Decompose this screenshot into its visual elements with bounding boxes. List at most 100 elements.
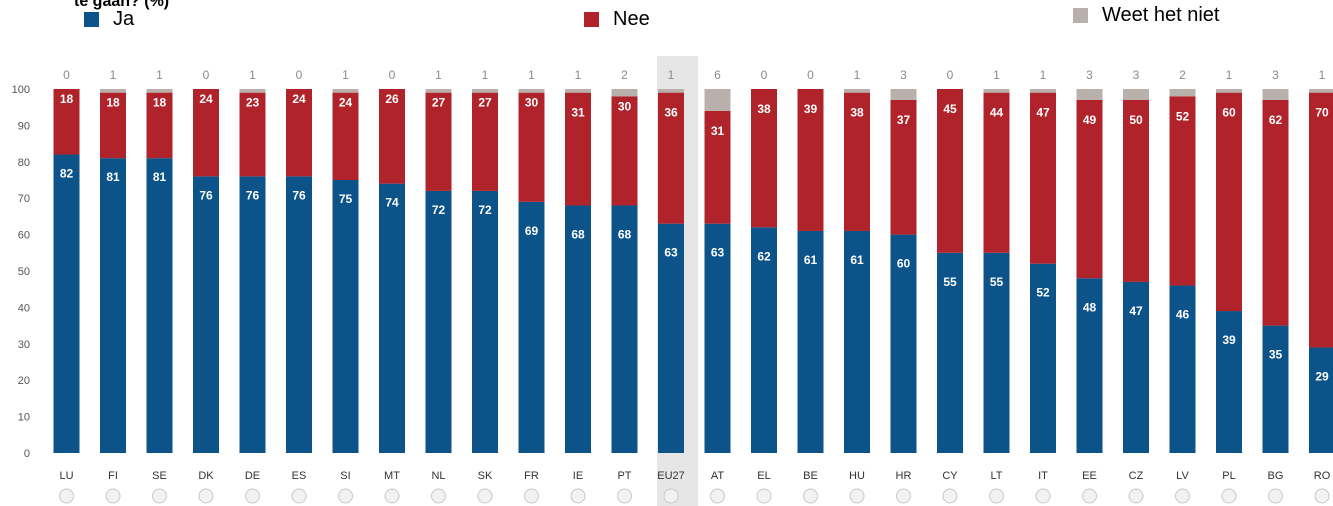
label-ja-mt: 74	[385, 196, 399, 210]
flag-icon-eu27	[664, 489, 678, 503]
y-tick-label-30: 30	[18, 339, 30, 351]
category-label-eu27: EU27	[657, 470, 685, 482]
label-weet-hu: 1	[854, 68, 861, 82]
bar-nee-bg	[1263, 100, 1289, 326]
label-ja-de: 76	[246, 188, 260, 202]
label-weet-dk: 0	[203, 68, 210, 82]
label-ja-at: 63	[711, 246, 725, 260]
y-tick-label-70: 70	[18, 193, 30, 205]
label-ja-cz: 47	[1129, 304, 1143, 318]
bar-ja-de	[240, 176, 266, 453]
label-nee-cy: 45	[943, 102, 957, 116]
y-tick-label-20: 20	[18, 375, 30, 387]
label-weet-nl: 1	[435, 68, 442, 82]
label-weet-be: 0	[807, 68, 814, 82]
category-label-de: DE	[245, 470, 260, 482]
category-label-lv: LV	[1176, 470, 1189, 482]
bar-ja-dk	[193, 176, 219, 453]
bar-ja-fr	[519, 202, 545, 453]
label-nee-be: 39	[804, 102, 818, 116]
bar-ja-ie	[565, 205, 591, 453]
label-weet-eu27: 1	[668, 68, 675, 82]
label-ja-lt: 55	[990, 275, 1004, 289]
bar-weet-se	[147, 89, 173, 93]
label-weet-mt: 0	[389, 68, 396, 82]
category-label-dk: DK	[198, 470, 214, 482]
label-ja-hr: 60	[897, 257, 911, 271]
label-ja-lu: 82	[60, 167, 74, 181]
bar-weet-lv	[1170, 89, 1196, 96]
label-weet-ee: 3	[1086, 68, 1093, 82]
label-weet-es: 0	[296, 68, 303, 82]
bar-weet-fi	[100, 89, 126, 93]
bar-weet-cz	[1123, 89, 1149, 100]
category-label-bg: BG	[1268, 470, 1284, 482]
label-ja-fr: 69	[525, 224, 539, 238]
flag-icon-si	[339, 489, 353, 503]
label-ja-fi: 81	[106, 170, 120, 184]
label-nee-lu: 18	[60, 92, 74, 106]
bar-ja-bg	[1263, 326, 1289, 453]
category-label-hr: HR	[896, 470, 912, 482]
label-weet-ie: 1	[575, 68, 582, 82]
flag-icon-be	[804, 489, 818, 503]
category-label-pl: PL	[1222, 470, 1235, 482]
flag-icon-at	[711, 489, 725, 503]
flag-icon-es	[292, 489, 306, 503]
category-label-ie: IE	[573, 470, 583, 482]
label-ja-cy: 55	[943, 275, 957, 289]
label-weet-lt: 1	[993, 68, 1000, 82]
label-nee-sk: 27	[478, 96, 492, 110]
label-nee-pt: 30	[618, 99, 632, 113]
category-label-be: BE	[803, 470, 818, 482]
category-label-pt: PT	[617, 470, 631, 482]
bar-weet-sk	[472, 89, 498, 93]
label-ja-nl: 72	[432, 203, 446, 217]
category-label-nl: NL	[431, 470, 445, 482]
label-nee-se: 18	[153, 96, 167, 110]
flag-icon-se	[153, 489, 167, 503]
bar-weet-hr	[891, 89, 917, 100]
label-weet-pl: 1	[1226, 68, 1233, 82]
flag-icon-pl	[1222, 489, 1236, 503]
flag-icon-ee	[1083, 489, 1097, 503]
flag-icon-ro	[1315, 489, 1329, 503]
label-nee-el: 38	[757, 102, 771, 116]
bar-ja-si	[333, 180, 359, 453]
label-weet-bg: 3	[1272, 68, 1279, 82]
bar-weet-it	[1030, 89, 1056, 93]
bar-weet-ee	[1077, 89, 1103, 100]
bar-ja-mt	[379, 184, 405, 453]
category-label-el: EL	[757, 470, 770, 482]
flag-icon-sk	[478, 489, 492, 503]
bar-ja-se	[147, 158, 173, 453]
label-nee-dk: 24	[199, 92, 213, 106]
label-nee-at: 31	[711, 124, 725, 138]
bar-weet-fr	[519, 89, 545, 93]
category-label-se: SE	[152, 470, 167, 482]
label-weet-si: 1	[342, 68, 349, 82]
bar-ja-lu	[54, 155, 80, 453]
label-weet-fr: 1	[528, 68, 535, 82]
label-weet-cy: 0	[947, 68, 954, 82]
label-nee-mt: 26	[385, 92, 399, 106]
y-tick-label-60: 60	[18, 230, 30, 242]
bar-weet-eu27	[658, 89, 684, 93]
bar-ja-ro	[1309, 347, 1333, 453]
label-nee-lv: 52	[1176, 109, 1190, 123]
label-weet-at: 6	[714, 68, 721, 82]
label-ja-si: 75	[339, 192, 353, 206]
category-label-lu: LU	[59, 470, 73, 482]
bar-ja-pt	[612, 205, 638, 453]
flag-icon-de	[246, 489, 260, 503]
bar-weet-ie	[565, 89, 591, 93]
category-label-es: ES	[292, 470, 307, 482]
y-tick-label-80: 80	[18, 157, 30, 169]
label-ja-ie: 68	[571, 227, 585, 241]
label-weet-el: 0	[761, 68, 768, 82]
bar-ja-nl	[426, 191, 452, 453]
label-nee-pl: 60	[1222, 106, 1236, 120]
category-label-sk: SK	[478, 470, 493, 482]
flag-icon-it	[1036, 489, 1050, 503]
flag-icon-pt	[618, 489, 632, 503]
